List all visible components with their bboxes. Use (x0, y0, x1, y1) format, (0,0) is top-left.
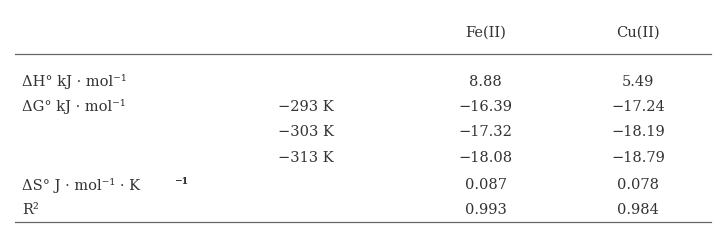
Text: ΔH° kJ · mol⁻¹: ΔH° kJ · mol⁻¹ (22, 74, 126, 89)
Text: −17.24: −17.24 (611, 100, 665, 113)
Text: 0.993: 0.993 (465, 203, 507, 216)
Text: 0.087: 0.087 (465, 177, 507, 191)
Text: −18.19: −18.19 (611, 125, 665, 139)
Text: ⁻¹: ⁻¹ (174, 177, 188, 191)
Text: ΔS° J · mol⁻¹ · K: ΔS° J · mol⁻¹ · K (22, 177, 140, 192)
Text: 8.88: 8.88 (469, 74, 502, 88)
Text: 5.49: 5.49 (622, 74, 654, 88)
Text: −313 K: −313 K (278, 150, 334, 164)
Text: −303 K: −303 K (278, 125, 334, 139)
Text: Cu(II): Cu(II) (616, 25, 660, 39)
Text: 0.984: 0.984 (617, 203, 659, 216)
Text: −16.39: −16.39 (459, 100, 513, 113)
Text: −18.79: −18.79 (611, 150, 665, 164)
Text: 0.078: 0.078 (617, 177, 659, 191)
Text: −18.08: −18.08 (459, 150, 513, 164)
Text: −293 K: −293 K (278, 100, 334, 113)
Text: ΔG° kJ · mol⁻¹: ΔG° kJ · mol⁻¹ (22, 99, 125, 114)
Text: −17.32: −17.32 (459, 125, 513, 139)
Text: R²: R² (22, 203, 38, 216)
Text: Fe(II): Fe(II) (465, 25, 506, 39)
